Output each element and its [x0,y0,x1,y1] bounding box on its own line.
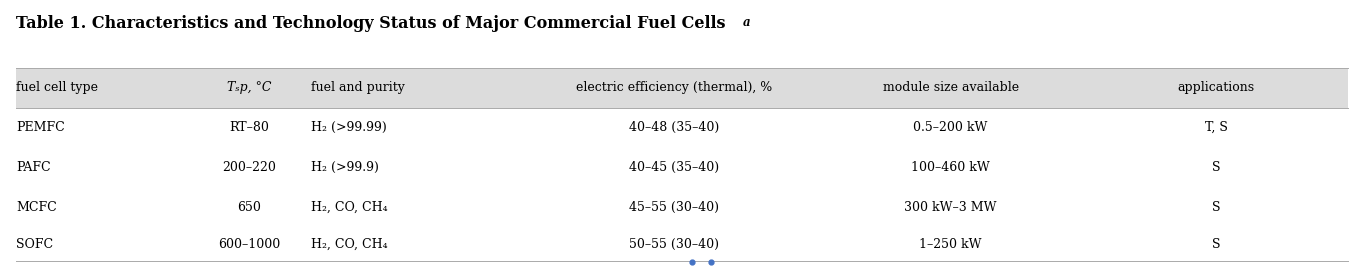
Text: 40–48 (35–40): 40–48 (35–40) [629,121,719,134]
Text: 1–250 kW: 1–250 kW [919,238,982,251]
Text: Tₛp, °C: Tₛp, °C [227,81,271,94]
Text: MCFC: MCFC [16,201,57,214]
Text: H₂ (>99.9): H₂ (>99.9) [311,161,379,174]
Text: PEMFC: PEMFC [16,121,65,134]
Text: 600–1000: 600–1000 [218,238,281,251]
Text: 100–460 kW: 100–460 kW [911,161,990,174]
Text: 50–55 (30–40): 50–55 (30–40) [629,238,719,251]
Text: PAFC: PAFC [16,161,50,174]
Text: H₂, CO, CH₄: H₂, CO, CH₄ [311,201,387,214]
Text: 300 kW–3 MW: 300 kW–3 MW [904,201,997,214]
Text: electric efficiency (thermal), %: electric efficiency (thermal), % [576,81,772,94]
Text: fuel and purity: fuel and purity [311,81,405,94]
Text: S: S [1212,201,1220,214]
Text: 40–45 (35–40): 40–45 (35–40) [629,161,719,174]
Text: 0.5–200 kW: 0.5–200 kW [914,121,987,134]
Text: SOFC: SOFC [16,238,53,251]
Text: RT–80: RT–80 [229,121,270,134]
Text: 45–55 (30–40): 45–55 (30–40) [629,201,719,214]
Text: 200–220: 200–220 [222,161,276,174]
Text: S: S [1212,161,1220,174]
Text: applications: applications [1178,81,1254,94]
Text: H₂ (>99.99): H₂ (>99.99) [311,121,387,134]
Text: S: S [1212,238,1220,251]
Text: fuel cell type: fuel cell type [16,81,98,94]
Text: H₂, CO, CH₄: H₂, CO, CH₄ [311,238,387,251]
Text: module size available: module size available [883,81,1019,94]
Text: a: a [742,16,750,29]
Bar [16,68,1348,108]
Text: 650: 650 [237,201,262,214]
Text: Table 1. Characteristics and Technology Status of Major Commercial Fuel Cells: Table 1. Characteristics and Technology … [16,15,726,32]
Text: T, S: T, S [1205,121,1227,134]
